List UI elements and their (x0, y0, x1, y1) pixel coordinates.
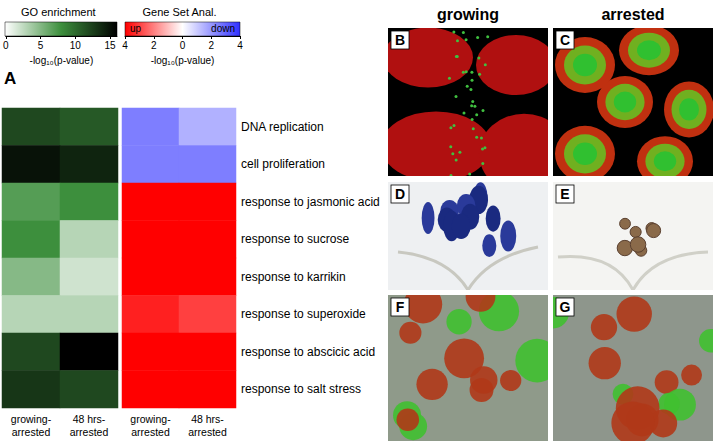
svg-text:10: 10 (70, 40, 82, 51)
svg-text:response to sucrose: response to sucrose (241, 232, 349, 246)
svg-text:response to jasmonic acid: response to jasmonic acid (241, 195, 380, 209)
svg-text:arrested: arrested (70, 426, 109, 438)
svg-text:Gene Set Anal.: Gene Set Anal. (143, 6, 217, 18)
svg-text:48 hrs-: 48 hrs- (191, 413, 224, 425)
svg-text:GO enrichment: GO enrichment (21, 6, 96, 18)
svg-text:arrested: arrested (131, 426, 170, 438)
svg-text:growing-: growing- (11, 413, 52, 425)
svg-text:-log₁₀(p-value): -log₁₀(p-value) (30, 55, 94, 66)
svg-text:response to superoxide: response to superoxide (241, 307, 366, 321)
svg-text:-log₁₀(p-value): -log₁₀(p-value) (151, 55, 215, 66)
svg-text:4: 4 (237, 40, 243, 51)
svg-text:up: up (130, 23, 142, 34)
svg-text:DNA replication: DNA replication (241, 120, 324, 134)
svg-text:E: E (560, 186, 569, 202)
svg-text:A: A (4, 69, 16, 88)
svg-text:arrested: arrested (601, 6, 664, 23)
svg-text:arrested: arrested (188, 426, 227, 438)
svg-text:F: F (396, 299, 405, 315)
svg-text:arrested: arrested (12, 426, 51, 438)
svg-text:B: B (395, 32, 405, 48)
svg-text:5: 5 (38, 40, 44, 51)
svg-text:15: 15 (104, 40, 116, 51)
svg-text:2: 2 (151, 40, 157, 51)
svg-text:48 hrs-: 48 hrs- (73, 413, 106, 425)
svg-text:response to abscicic acid: response to abscicic acid (241, 345, 375, 359)
svg-text:G: G (560, 299, 571, 315)
svg-text:2: 2 (208, 40, 214, 51)
svg-text:growing: growing (437, 6, 499, 23)
svg-text:C: C (560, 32, 570, 48)
svg-text:response to karrikin: response to karrikin (241, 270, 346, 284)
svg-text:4: 4 (122, 40, 128, 51)
svg-text:0: 0 (3, 40, 9, 51)
svg-text:growing-: growing- (130, 413, 171, 425)
svg-text:cell proliferation: cell proliferation (241, 157, 325, 171)
svg-text:response to salt stress: response to salt stress (241, 382, 361, 396)
svg-text:0: 0 (180, 40, 186, 51)
svg-text:D: D (395, 186, 405, 202)
svg-text:down: down (211, 23, 235, 34)
